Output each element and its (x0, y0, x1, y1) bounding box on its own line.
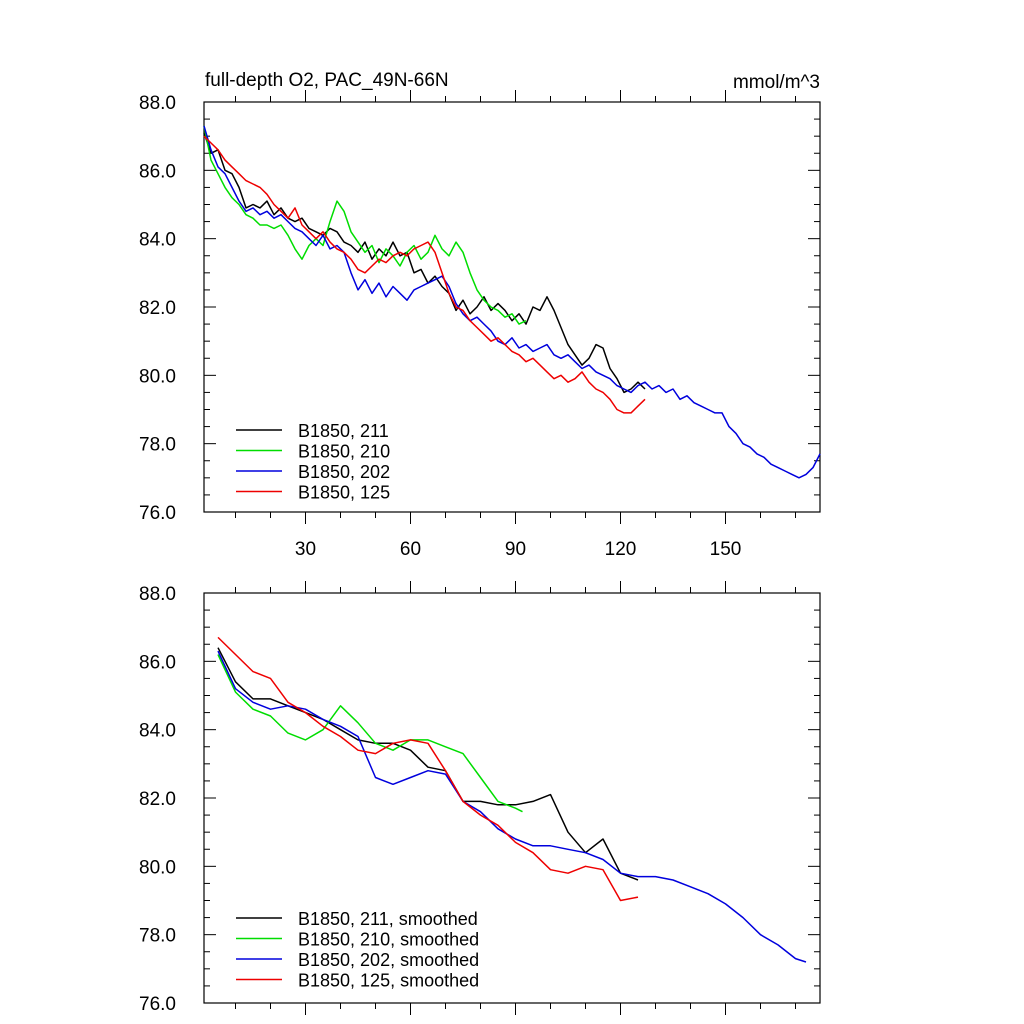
series-line-b1850-211 (217, 647, 639, 881)
y-tick-label: 84.0 (139, 721, 176, 742)
y-tick-label: 76.0 (139, 994, 176, 1015)
y-tick-label: 84.0 (139, 230, 176, 251)
x-tick-label: 30 (295, 539, 316, 560)
y-tick-label: 80.0 (139, 366, 176, 387)
y-tick-label: 86.0 (139, 652, 176, 673)
x-tick-label: 90 (505, 539, 526, 560)
series-line-b1850-125 (217, 636, 639, 902)
y-tick-label: 78.0 (139, 926, 176, 947)
legend-label: B1850, 210, smoothed (298, 930, 479, 950)
legend-label: B1850, 211 (298, 421, 389, 441)
plot-frame (203, 592, 821, 1004)
series-line-b1850-202 (217, 650, 807, 963)
x-tick-label: 60 (400, 539, 421, 560)
chart-title: full-depth O2, PAC_49N-66N (205, 70, 449, 91)
legend-label: B1850, 125, smoothed (298, 971, 479, 991)
y-tick-label: 82.0 (139, 298, 176, 319)
x-tick-label: 120 (605, 539, 637, 560)
legend-label: B1850, 202 (298, 462, 390, 482)
series-line-b1850-210 (203, 125, 527, 325)
y-tick-label: 88.0 (139, 584, 176, 605)
y-tick-label: 88.0 (139, 93, 176, 114)
legend-label: B1850, 202, smoothed (298, 950, 479, 970)
series-line-b1850-125 (203, 135, 646, 414)
series-line-b1850-211 (203, 132, 646, 394)
plot-frame (203, 101, 821, 513)
series-line-b1850-202 (203, 125, 821, 479)
y-tick-label: 80.0 (139, 857, 176, 878)
y-tick-label: 82.0 (139, 789, 176, 810)
y-tick-label: 78.0 (139, 435, 176, 456)
top-panel: 76.0 78.0 80.0 82.0 84.0 86.0 88.0 30 60 90 120 150… (139, 90, 821, 560)
legend-label: B1850, 210 (298, 442, 390, 462)
y-tick-label: 86.0 (139, 161, 176, 182)
y-tick-label: 76.0 (139, 503, 176, 524)
bottom-panel: 76.0 78.0 80.0 82.0 84.0 86.0 88.0 B1850, 211, … (139, 581, 821, 1015)
units-label: mmol/m^3 (733, 72, 820, 93)
legend-label: B1850, 211, smoothed (298, 909, 478, 929)
series-line-b1850-210 (217, 654, 523, 813)
legend-label: B1850, 125 (298, 483, 390, 503)
x-tick-label: 150 (710, 539, 742, 560)
